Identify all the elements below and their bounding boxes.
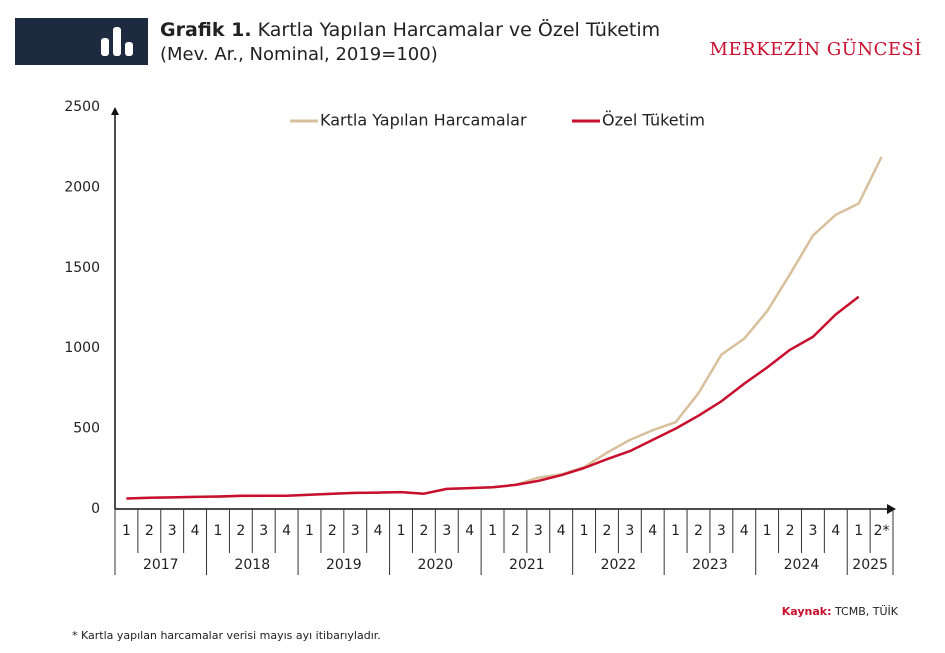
y-axis-arrow — [111, 107, 119, 115]
year-label: 2023 — [692, 557, 728, 573]
x-tick-label: 2* — [874, 523, 890, 539]
brand: MERKEZİN GÜNCESİ — [710, 37, 922, 60]
source: Kaynak: TCMB, TÜİK — [782, 605, 899, 618]
x-tick-label: 3 — [259, 523, 268, 539]
x-tick-label: 1 — [305, 523, 314, 539]
series-line — [126, 156, 883, 500]
x-tick-label: 1 — [122, 523, 131, 539]
y-tick-label: 2500 — [64, 99, 100, 115]
year-label: 2024 — [784, 557, 820, 573]
y-tick-label: 1000 — [64, 340, 100, 356]
year-label: 2022 — [601, 557, 637, 573]
x-tick-label: 1 — [214, 523, 223, 539]
x-tick-label: 4 — [191, 523, 200, 539]
year-label: 2017 — [143, 557, 179, 573]
series-line — [126, 295, 860, 500]
x-tick-label: 3 — [625, 523, 634, 539]
chart-icon — [101, 27, 133, 56]
y-tick-label: 1500 — [64, 260, 100, 276]
x-tick-label: 3 — [442, 523, 451, 539]
year-label: 2021 — [509, 557, 545, 573]
year-label: 2020 — [418, 557, 454, 573]
year-label: 2018 — [234, 557, 270, 573]
footnote: * Kartla yapılan harcamalar verisi mayıs… — [72, 629, 381, 642]
year-label: 2025 — [852, 557, 888, 573]
x-tick-label: 4 — [557, 523, 566, 539]
chart-title: Grafik 1. Kartla Yapılan Harcamalar ve Ö… — [160, 18, 660, 41]
x-tick-label: 2 — [328, 523, 337, 539]
x-tick-label: 1 — [763, 523, 772, 539]
x-tick-label: 2 — [419, 523, 428, 539]
x-tick-label: 3 — [534, 523, 543, 539]
x-tick-label: 4 — [282, 523, 291, 539]
x-tick-label: 1 — [580, 523, 589, 539]
x-tick-label: 2 — [511, 523, 520, 539]
x-tick-label: 4 — [648, 523, 657, 539]
x-tick-label: 4 — [831, 523, 840, 539]
x-tick-label: 4 — [374, 523, 383, 539]
y-tick-label: 0 — [91, 501, 100, 517]
year-label: 2019 — [326, 557, 362, 573]
legend-label: Özel Tüketim — [602, 111, 705, 130]
x-tick-label: 3 — [717, 523, 726, 539]
chart-subtitle: (Mev. Ar., Nominal, 2019=100) — [160, 44, 438, 65]
x-tick-label: 3 — [168, 523, 177, 539]
x-tick-label: 2 — [236, 523, 245, 539]
title-text: Kartla Yapılan Harcamalar ve Özel Tüketi… — [258, 18, 661, 41]
x-tick-label: 3 — [808, 523, 817, 539]
x-tick-label: 2 — [786, 523, 795, 539]
source-text: TCMB, TÜİK — [834, 605, 899, 618]
x-tick-label: 2 — [603, 523, 612, 539]
y-tick-label: 2000 — [64, 179, 100, 195]
x-tick-label: 1 — [671, 523, 680, 539]
x-tick-label: 4 — [465, 523, 474, 539]
header-badge — [15, 18, 148, 65]
x-tick-label: 1 — [488, 523, 497, 539]
x-tick-label: 2 — [694, 523, 703, 539]
y-tick-label: 500 — [73, 421, 100, 437]
x-axis-arrow — [887, 504, 896, 514]
x-tick-label: 2 — [145, 523, 154, 539]
legend-label: Kartla Yapılan Harcamalar — [320, 111, 527, 130]
x-tick-label: 1 — [854, 523, 863, 539]
x-tick-label: 4 — [740, 523, 749, 539]
title-prefix: Grafik 1. — [160, 19, 252, 41]
x-tick-label: 1 — [397, 523, 406, 539]
x-tick-label: 3 — [351, 523, 360, 539]
source-label: Kaynak: — [782, 605, 832, 618]
